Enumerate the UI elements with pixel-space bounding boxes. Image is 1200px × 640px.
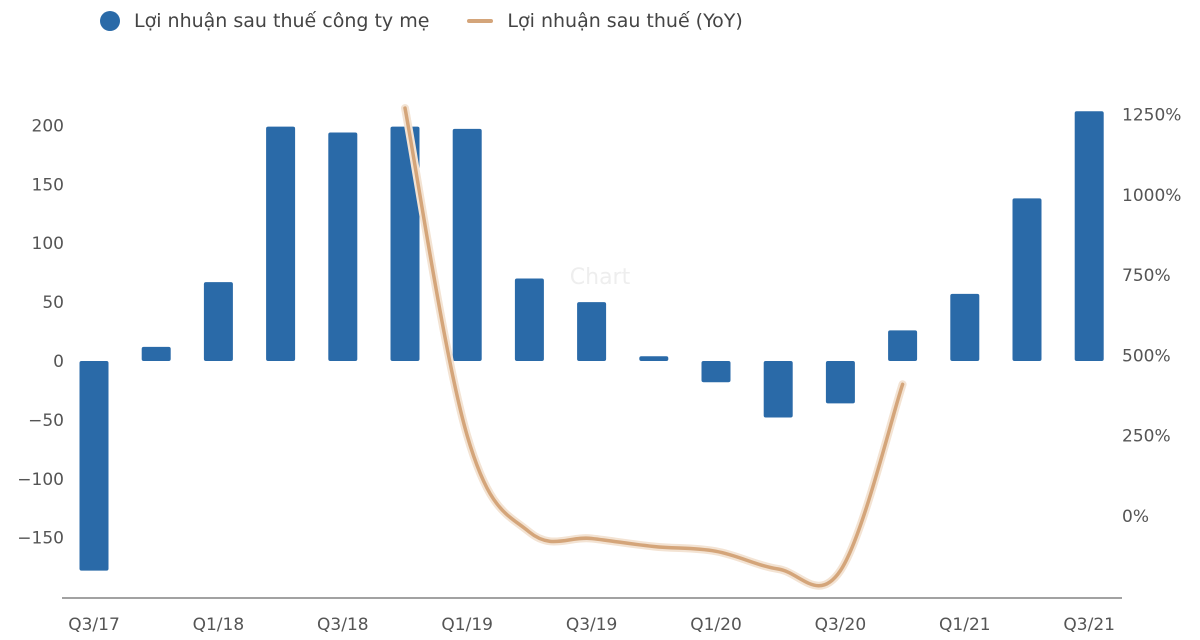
legend-line-label: Lợi nhuận sau thuế (YoY) xyxy=(507,10,743,32)
legend-item-line[interactable]: Lợi nhuận sau thuế (YoY) xyxy=(467,10,743,32)
legend-bar-label: Lợi nhuận sau thuế công ty mẹ xyxy=(134,10,430,32)
bar-Q3-18 xyxy=(328,132,358,361)
left-axis-tick-label: −100 xyxy=(17,470,64,490)
bar-Q1-21 xyxy=(950,293,980,361)
x-axis-tick-label: Q1/19 xyxy=(441,615,493,635)
x-axis-tick-label: Q3/18 xyxy=(317,615,369,635)
bar-Q2-21 xyxy=(1012,198,1042,361)
legend: Lợi nhuận sau thuế công ty mẹ Lợi nhuận … xyxy=(100,10,743,32)
right-axis-tick-label: 750% xyxy=(1122,266,1171,286)
right-axis-tick-label: 1000% xyxy=(1122,186,1181,206)
x-axis-tick-label: Q3/17 xyxy=(68,615,120,635)
right-axis-tick-label: 250% xyxy=(1122,427,1171,447)
left-axis-tick-label: 200 xyxy=(32,116,64,136)
left-axis-tick-label: 0 xyxy=(53,352,64,372)
yoy-line xyxy=(403,106,905,588)
chart-watermark: Chart xyxy=(570,265,631,290)
right-axis-tick-label: 500% xyxy=(1122,346,1171,366)
x-axis-tick-label: Q1/21 xyxy=(939,615,991,635)
bar-Q4-17 xyxy=(141,346,171,361)
left-axis-tick-label: −150 xyxy=(17,529,64,549)
left-axis-tick-label: 100 xyxy=(32,234,64,254)
left-axis-tick-label: 150 xyxy=(32,175,64,195)
bar-Q1-18 xyxy=(203,282,233,361)
bar-Q3-21 xyxy=(1074,111,1104,361)
bar-Q3-19 xyxy=(577,302,607,361)
legend-bar-marker xyxy=(100,11,120,31)
left-axis-tick-label: 50 xyxy=(42,293,64,313)
bar-Q3-20 xyxy=(825,361,855,404)
left-axis-tick-label: −50 xyxy=(28,411,64,431)
bar-Q1-20 xyxy=(701,361,731,383)
bar-Q2-20 xyxy=(763,361,793,418)
bar-Q2-18 xyxy=(266,126,296,361)
right-axis-tick-label: 1250% xyxy=(1122,106,1181,126)
x-axis-tick-label: Q3/19 xyxy=(566,615,618,635)
right-axis-tick-label: 0% xyxy=(1122,507,1149,527)
bar-Q4-20 xyxy=(888,330,918,361)
x-axis-tick-label: Q1/20 xyxy=(690,615,742,635)
x-axis-tick-label: Q1/18 xyxy=(193,615,245,635)
bar-Q4-19 xyxy=(639,356,669,361)
bar-Q2-19 xyxy=(514,278,544,361)
bar-Q3-17 xyxy=(79,361,109,571)
bar-Q1-19 xyxy=(452,128,482,361)
bar-Q4-18 xyxy=(390,126,420,361)
x-axis-tick-label: Q3/21 xyxy=(1063,615,1115,635)
legend-line-marker xyxy=(467,19,494,23)
x-axis-tick-label: Q3/20 xyxy=(815,615,867,635)
legend-item-bar[interactable]: Lợi nhuận sau thuế công ty mẹ xyxy=(100,10,429,32)
